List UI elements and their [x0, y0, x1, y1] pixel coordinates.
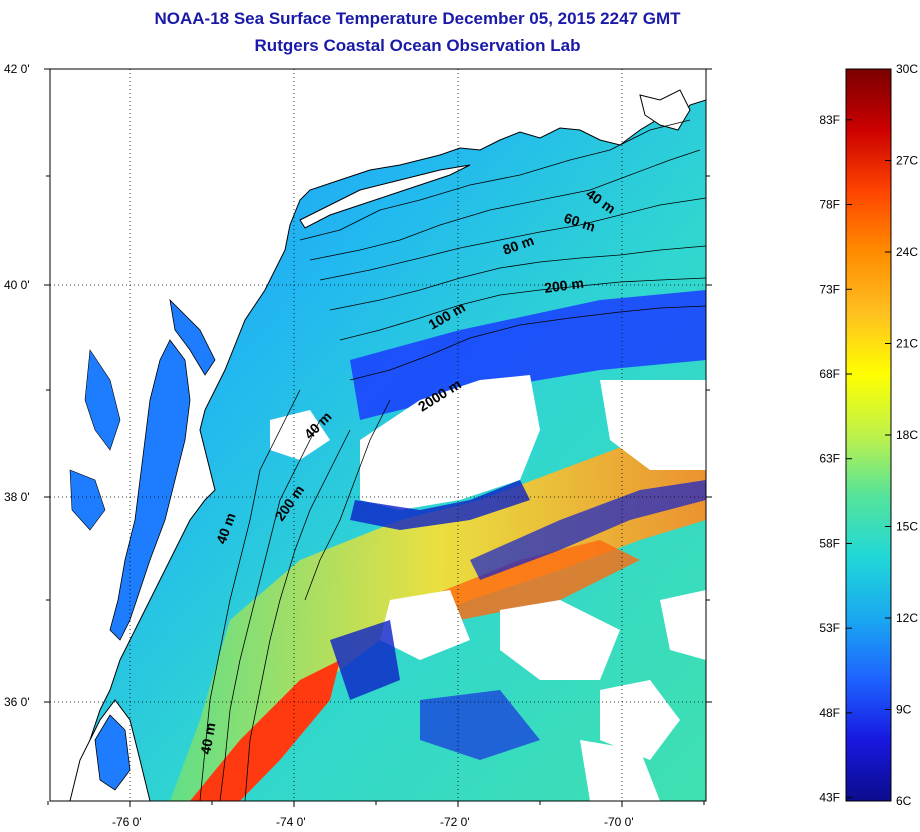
colorbar-celsius-label: 21C: [896, 337, 918, 351]
lat-tick-label: 38 0': [4, 490, 30, 504]
colorbar-fahrenheit-label: 53F: [819, 621, 840, 635]
colorbar-fahrenheit-label: 73F: [819, 282, 840, 296]
colorbar-fahrenheit-label: 83F: [819, 113, 840, 127]
colorbar-fahrenheit-label: 48F: [819, 706, 840, 720]
colorbar-celsius-label: 15C: [896, 520, 918, 534]
cloud-patch: [360, 375, 540, 510]
graticule: [50, 69, 706, 801]
colorbar-celsius-label: 24C: [896, 245, 918, 259]
colorbar-celsius-label: 9C: [896, 703, 912, 717]
bathymetry-contours: [199, 119, 706, 801]
colorbar-celsius-label: 12C: [896, 611, 918, 625]
lat-tick-label: 40 0': [4, 278, 30, 292]
lon-tick-label: -70 0': [604, 815, 634, 829]
land-mass: [50, 69, 706, 801]
lon-tick-label: -76 0': [112, 815, 142, 829]
colorbar-fahrenheit-label: 78F: [819, 198, 840, 212]
lon-tick-label: -72 0': [440, 815, 470, 829]
colorbar-celsius-label: 30C: [896, 62, 918, 76]
map-subtitle: Rutgers Coastal Ocean Observation Lab: [254, 36, 581, 55]
colorbar-fahrenheit-label: 58F: [819, 536, 840, 550]
lat-tick-label: 42 0': [4, 62, 30, 76]
colorbar-celsius-label: 18C: [896, 428, 918, 442]
contour-label-40m-d: 40 m: [197, 721, 218, 755]
colorbar-celsius-label: 27C: [896, 154, 918, 168]
colorbar-gradient: [845, 68, 892, 802]
map-title: NOAA-18 Sea Surface Temperature December…: [154, 9, 681, 28]
colorbar-celsius-label: 6C: [896, 794, 912, 808]
colorbar-fahrenheit-label: 63F: [819, 452, 840, 466]
colorbar-fahrenheit-label: 43F: [819, 791, 840, 805]
map-frame: [49, 68, 707, 802]
colorbar-fahrenheit-label: 68F: [819, 367, 840, 381]
contour-label-200m: 200 m: [543, 275, 585, 296]
lat-tick-label: 36 0': [4, 695, 30, 709]
lon-tick-label: -74 0': [276, 815, 306, 829]
